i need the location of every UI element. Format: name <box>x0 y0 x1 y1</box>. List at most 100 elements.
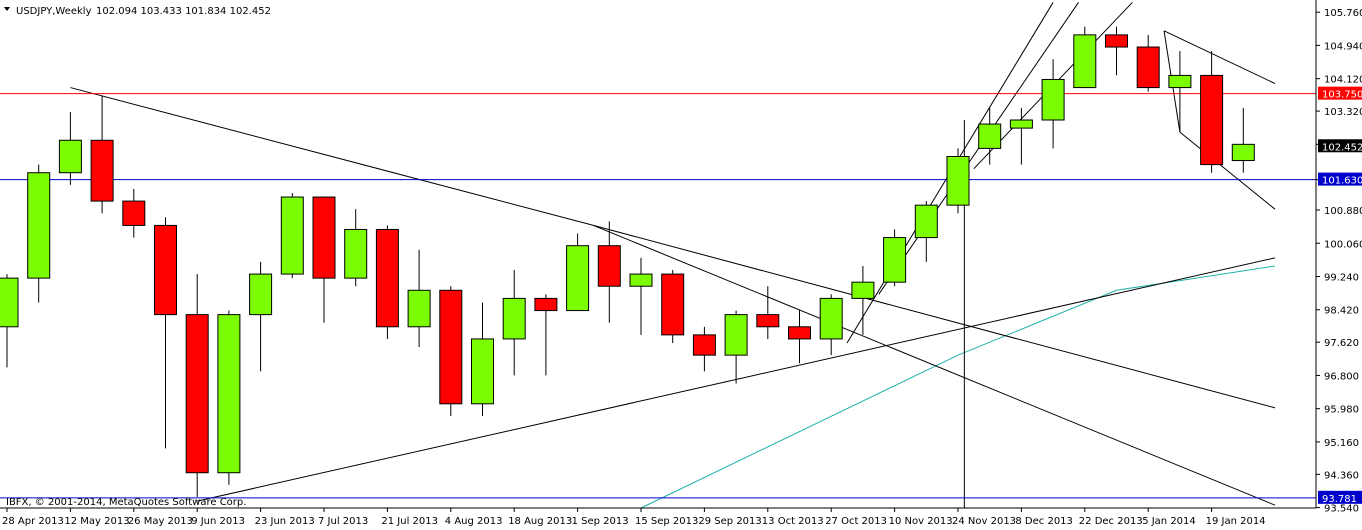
price-tag-label: 103.750 <box>1322 90 1362 101</box>
bull-candle-body <box>1073 34 1097 89</box>
bear-candle-body <box>661 273 685 336</box>
candle <box>407 249 431 348</box>
bear-candle-body <box>756 314 780 328</box>
candle <box>312 196 336 323</box>
bull-candle-body <box>407 289 431 328</box>
price-tick-label: 96.800 <box>1324 371 1359 382</box>
bull-candle-body <box>724 314 748 356</box>
bull-candle-body <box>629 273 653 287</box>
candle <box>534 294 558 376</box>
date-tick-label: 9 Jun 2013 <box>191 516 245 527</box>
candle <box>819 294 843 356</box>
bear-candle-body <box>439 289 463 405</box>
bull-candle-body <box>280 196 304 275</box>
chart-header: USDJPY,Weekly 102.094 103.433 101.834 10… <box>4 6 271 17</box>
price-tick-label: 95.160 <box>1324 438 1359 449</box>
candle <box>122 188 146 238</box>
date-tick-label: 10 Nov 2013 <box>889 516 953 527</box>
candle <box>629 257 653 335</box>
price-tick-label: 104.940 <box>1324 41 1362 52</box>
price-tick-label: 100.880 <box>1324 206 1362 217</box>
price-tag-box <box>1318 172 1362 186</box>
price-tick-label: 105.760 <box>1324 8 1362 19</box>
date-tick-label: 4 Aug 2013 <box>445 516 503 527</box>
resistance-price-tag: 103.750 <box>1318 86 1362 101</box>
chevron-down-icon[interactable] <box>4 7 10 11</box>
trendline[interactable] <box>1163 30 1276 84</box>
candle <box>217 310 241 485</box>
trendline[interactable] <box>593 224 1276 506</box>
candle <box>58 111 82 185</box>
bull-candle-body <box>946 155 970 206</box>
date-tick-label: 7 Jul 2013 <box>318 516 368 527</box>
candle <box>0 274 19 368</box>
bull-candle-body <box>1168 74 1192 89</box>
candle <box>1136 34 1160 92</box>
bull-candle-body <box>502 297 526 340</box>
candle <box>883 229 907 287</box>
low-price-tag: 93.781 <box>1318 490 1362 505</box>
bull-candle-body <box>249 273 273 316</box>
bear-candle-body <box>312 196 336 279</box>
bear-candle-body <box>597 245 621 287</box>
trendline[interactable] <box>70 87 594 226</box>
bull-candle-body <box>978 123 1002 149</box>
price-tag-box <box>1318 490 1362 504</box>
candle <box>439 286 463 416</box>
horizontal-lines-layer <box>0 93 1316 499</box>
date-tick-label: 12 May 2013 <box>64 516 129 527</box>
trendline[interactable] <box>593 224 1276 409</box>
candle <box>1041 59 1065 149</box>
date-tick-label: 21 Jul 2013 <box>381 516 438 527</box>
date-tick-label: 8 Dec 2013 <box>1015 516 1073 527</box>
date-tick-label: 23 Jun 2013 <box>255 516 315 527</box>
price-tick-label: 103.320 <box>1324 107 1362 118</box>
date-tick-label: 22 Dec 2013 <box>1079 516 1143 527</box>
candle <box>851 265 875 335</box>
trendline[interactable] <box>1179 131 1276 210</box>
candle <box>1168 51 1192 133</box>
candle <box>914 201 938 262</box>
current-price-tag: 102.452 <box>1318 139 1362 153</box>
bear-candle-body <box>154 224 177 316</box>
price-tick-label: 93.540 <box>1324 504 1359 515</box>
candle <box>90 95 114 214</box>
price-tag-label: 101.630 <box>1322 176 1362 187</box>
candle <box>375 225 399 339</box>
bear-candle-body <box>1200 74 1224 166</box>
candle <box>502 270 526 376</box>
bull-candle-body <box>566 245 590 312</box>
candle <box>1073 26 1097 89</box>
bear-candle-body <box>185 314 209 474</box>
date-tick-label: 1 Sep 2013 <box>572 516 629 527</box>
candle <box>1200 51 1224 173</box>
price-tick-label: 95.980 <box>1324 405 1359 416</box>
bull-candle-body <box>471 338 494 405</box>
candle <box>788 310 811 364</box>
date-tick-label: 13 Oct 2013 <box>762 516 824 527</box>
bear-candle-body <box>534 297 558 312</box>
candle <box>154 217 177 449</box>
date-tick-label: 15 Sep 2013 <box>635 516 698 527</box>
date-tick-label: 29 Sep 2013 <box>698 516 761 527</box>
price-tick-label: 94.360 <box>1324 470 1359 481</box>
price-tag-box <box>1318 139 1362 153</box>
candle <box>978 107 1002 165</box>
date-tick-label: 19 Jan 2014 <box>1206 516 1266 527</box>
price-tick-label: 99.240 <box>1324 273 1359 284</box>
candle <box>597 221 621 323</box>
moving-average-layer <box>640 265 1276 509</box>
date-tick-label: 28 Apr 2013 <box>2 516 64 527</box>
candle <box>1105 26 1128 76</box>
bull-candle-body <box>1231 143 1255 162</box>
bull-candle-body <box>58 139 82 174</box>
copyright-label: IBFX, © 2001-2014, MetaQuotes Software C… <box>6 497 246 508</box>
bull-candle-body <box>0 277 19 328</box>
price-tags-layer: 103.750 101.630 93.781 102.452 <box>1318 86 1362 505</box>
bull-candle-body <box>217 314 241 474</box>
candle <box>946 148 970 214</box>
date-tick-label: 26 May 2013 <box>128 516 193 527</box>
bear-candle-body <box>90 139 114 202</box>
